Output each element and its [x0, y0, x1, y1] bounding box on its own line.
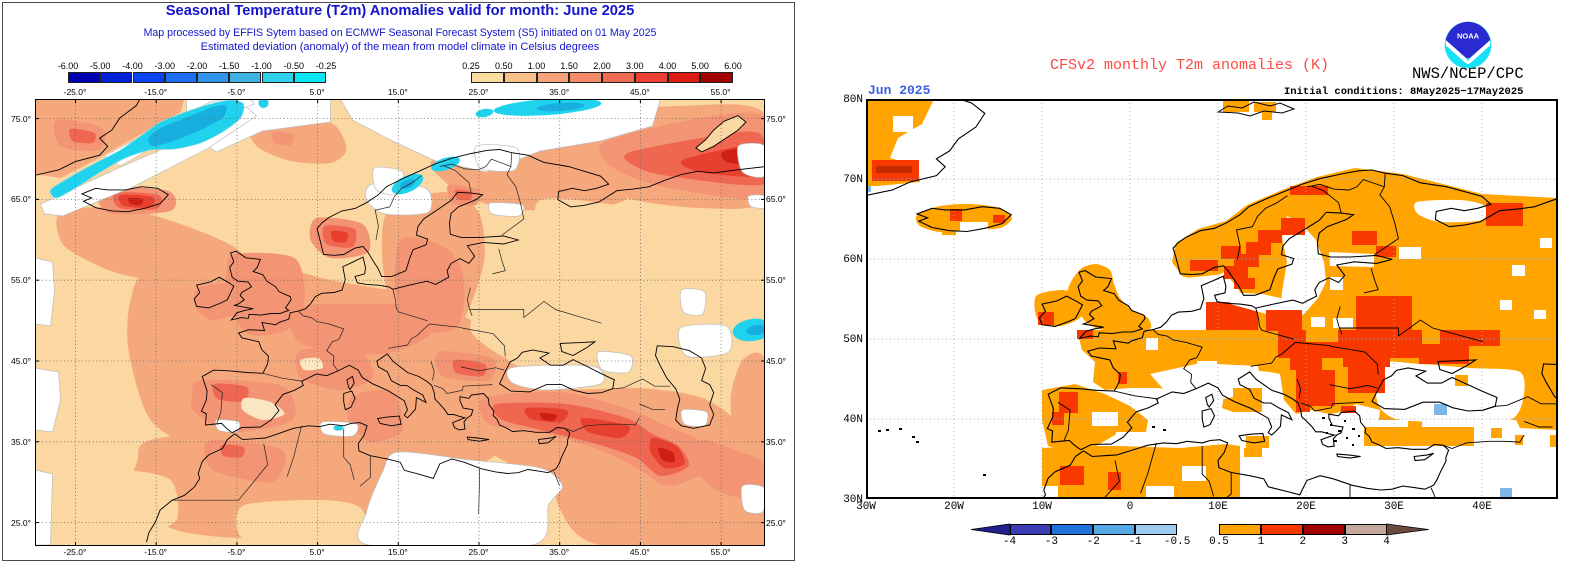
- svg-text:NOAA: NOAA: [1457, 32, 1480, 41]
